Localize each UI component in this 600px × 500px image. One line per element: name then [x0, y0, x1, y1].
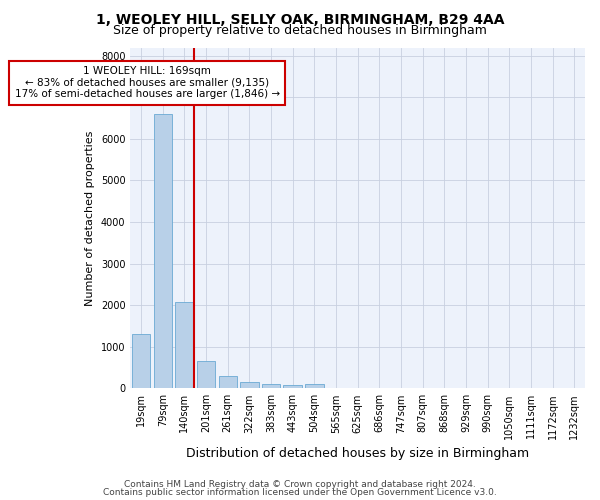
Bar	[218, 376, 237, 388]
Bar	[262, 384, 280, 388]
Text: 1 WEOLEY HILL: 169sqm
← 83% of detached houses are smaller (9,135)
17% of semi-d: 1 WEOLEY HILL: 169sqm ← 83% of detached …	[14, 66, 280, 100]
Bar	[175, 302, 194, 388]
Bar	[240, 382, 259, 388]
Text: Contains HM Land Registry data © Crown copyright and database right 2024.: Contains HM Land Registry data © Crown c…	[124, 480, 476, 489]
Text: Contains public sector information licensed under the Open Government Licence v3: Contains public sector information licen…	[103, 488, 497, 497]
Text: 1, WEOLEY HILL, SELLY OAK, BIRMINGHAM, B29 4AA: 1, WEOLEY HILL, SELLY OAK, BIRMINGHAM, B…	[96, 12, 504, 26]
Bar	[154, 114, 172, 388]
Bar	[305, 384, 323, 388]
X-axis label: Distribution of detached houses by size in Birmingham: Distribution of detached houses by size …	[186, 447, 529, 460]
Text: Size of property relative to detached houses in Birmingham: Size of property relative to detached ho…	[113, 24, 487, 37]
Bar	[283, 385, 302, 388]
Bar	[132, 334, 151, 388]
Y-axis label: Number of detached properties: Number of detached properties	[85, 130, 95, 306]
Bar	[197, 361, 215, 388]
